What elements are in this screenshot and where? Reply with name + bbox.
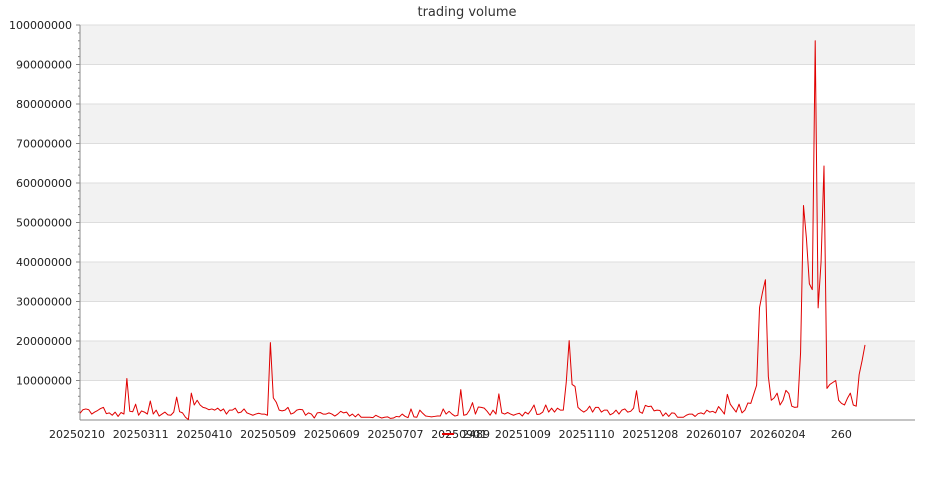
- x-tick-label: 20260107: [686, 428, 742, 441]
- series-group: [79, 40, 866, 421]
- y-tick-label: 50000000: [16, 217, 72, 230]
- legend: 2489: [442, 428, 490, 441]
- y-tick-label: 20000000: [16, 335, 72, 348]
- legend-label: 2489: [462, 428, 490, 441]
- x-tick-label: 20251208: [622, 428, 678, 441]
- x-tick-label: 20260204: [750, 428, 806, 441]
- plot-band: [80, 341, 915, 381]
- x-tick-label: 20250311: [113, 428, 169, 441]
- series-line-2489: [79, 40, 866, 421]
- y-tick-label: 90000000: [16, 59, 72, 72]
- plot-band: [80, 25, 915, 65]
- y-tick-label: 40000000: [16, 256, 72, 269]
- y-axis-ticks: 10000000 20000000 30000000 40000000 50000000…: [9, 19, 80, 413]
- grid-lines: [80, 24, 915, 381]
- x-tick-label: 20250707: [368, 428, 424, 441]
- plot-band: [80, 183, 915, 223]
- x-tick-label: 20250901: [431, 428, 487, 441]
- plot-band: [80, 104, 915, 144]
- y-tick-label: 60000000: [16, 177, 72, 190]
- x-tick-label: 20250509: [240, 428, 296, 441]
- x-axis-ticks: 20250210 20250311 20250410 20250509 20250609…: [49, 428, 852, 441]
- y-tick-label: 30000000: [16, 296, 72, 309]
- y-tick-label: 70000000: [16, 138, 72, 151]
- y-tick-label: 10000000: [16, 375, 72, 388]
- y-tick-label: 100000000: [9, 19, 72, 32]
- x-tick-label: 20250210: [49, 428, 105, 441]
- plot-band: [80, 262, 915, 302]
- chart-title: trading volume: [417, 5, 516, 20]
- plot-bands: [80, 25, 915, 381]
- x-tick-label: 260: [831, 428, 852, 441]
- x-tick-label: 20250410: [176, 428, 232, 441]
- x-tick-label: 20251110: [559, 428, 615, 441]
- x-tick-label: 20251009: [495, 428, 551, 441]
- x-tick-label: 20250609: [304, 428, 360, 441]
- y-tick-label: 80000000: [16, 98, 72, 111]
